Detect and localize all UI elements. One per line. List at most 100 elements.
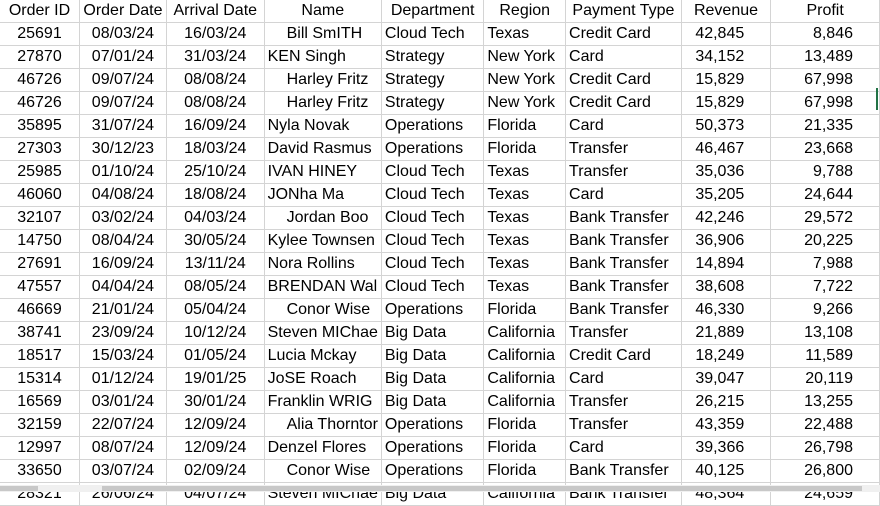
cell-region[interactable]: Texas bbox=[483, 275, 567, 299]
cell-payment-type[interactable]: Card bbox=[565, 45, 682, 69]
cell-arrival-date[interactable]: 10/12/24 bbox=[166, 321, 265, 345]
cell-order-date[interactable]: 30/12/23 bbox=[79, 137, 167, 161]
header-payment-type[interactable]: Payment Type bbox=[565, 0, 682, 23]
cell-profit[interactable]: 21,335 bbox=[770, 114, 880, 138]
cell-order-id[interactable]: 25691 bbox=[0, 22, 80, 46]
cell-arrival-date[interactable]: 08/08/24 bbox=[166, 68, 265, 92]
cell-name[interactable]: Conor Wise bbox=[264, 459, 382, 483]
cell-revenue[interactable]: 35,036 bbox=[681, 160, 772, 184]
cell-profit[interactable]: 13,489 bbox=[770, 45, 880, 69]
cell-payment-type[interactable]: Transfer bbox=[565, 137, 682, 161]
cell-region[interactable]: California bbox=[483, 367, 567, 391]
cell-name[interactable]: Alia Thorntor bbox=[264, 413, 382, 437]
cell-department[interactable]: Cloud Tech bbox=[381, 22, 485, 46]
cell-order-date[interactable]: 04/04/24 bbox=[79, 275, 167, 299]
cell-arrival-date[interactable]: 01/05/24 bbox=[166, 344, 265, 368]
header-department[interactable]: Department bbox=[381, 0, 485, 23]
cell-arrival-date[interactable]: 16/03/24 bbox=[166, 22, 265, 46]
cell-order-date[interactable]: 08/04/24 bbox=[79, 229, 167, 253]
cell-order-date[interactable]: 09/07/24 bbox=[79, 91, 167, 115]
cell-region[interactable]: Texas bbox=[483, 252, 567, 276]
cell-revenue[interactable]: 40,125 bbox=[681, 459, 772, 483]
cell-arrival-date[interactable]: 12/09/24 bbox=[166, 436, 265, 460]
cell-revenue[interactable]: 15,829 bbox=[681, 91, 772, 115]
cell-payment-type[interactable]: Card bbox=[565, 114, 682, 138]
cell-name[interactable]: Franklin WRIG bbox=[264, 390, 382, 414]
cell-revenue[interactable]: 42,246 bbox=[681, 206, 772, 230]
cell-order-id[interactable]: 16569 bbox=[0, 390, 80, 414]
cell-profit[interactable]: 23,668 bbox=[770, 137, 880, 161]
cell-profit[interactable]: 29,572 bbox=[770, 206, 880, 230]
cell-region[interactable]: Florida bbox=[483, 137, 567, 161]
cell-order-id[interactable]: 32107 bbox=[0, 206, 80, 230]
cell-name[interactable]: Lucia Mckay bbox=[264, 344, 382, 368]
cell-order-date[interactable]: 04/08/24 bbox=[79, 183, 167, 207]
cell-region[interactable]: New York bbox=[483, 68, 567, 92]
cell-order-id[interactable]: 47557 bbox=[0, 275, 80, 299]
cell-region[interactable]: Florida bbox=[483, 436, 567, 460]
cell-name[interactable]: Kylee Townsen bbox=[264, 229, 382, 253]
cell-name[interactable]: Harley Fritz bbox=[264, 91, 382, 115]
cell-arrival-date[interactable]: 02/09/24 bbox=[166, 459, 265, 483]
cell-name[interactable]: JoSE Roach bbox=[264, 367, 382, 391]
cell-revenue[interactable]: 35,205 bbox=[681, 183, 772, 207]
header-profit[interactable]: Profit bbox=[770, 0, 880, 23]
cell-profit[interactable]: 9,266 bbox=[770, 298, 880, 322]
cell-arrival-date[interactable]: 08/08/24 bbox=[166, 91, 265, 115]
cell-region[interactable]: Texas bbox=[483, 160, 567, 184]
cell-profit[interactable]: 9,788 bbox=[770, 160, 880, 184]
cell-department[interactable]: Strategy bbox=[381, 91, 485, 115]
cell-order-id[interactable]: 46726 bbox=[0, 91, 80, 115]
cell-order-date[interactable]: 08/07/24 bbox=[79, 436, 167, 460]
cell-department[interactable]: Strategy bbox=[381, 68, 485, 92]
cell-payment-type[interactable]: Bank Transfer bbox=[565, 275, 682, 299]
cell-arrival-date[interactable]: 05/04/24 bbox=[166, 298, 265, 322]
cell-profit[interactable]: 7,722 bbox=[770, 275, 880, 299]
cell-arrival-date[interactable]: 30/05/24 bbox=[166, 229, 265, 253]
cell-profit[interactable]: 20,119 bbox=[770, 367, 880, 391]
cell-order-id[interactable]: 38741 bbox=[0, 321, 80, 345]
cell-region[interactable]: California bbox=[483, 344, 567, 368]
cell-name[interactable]: KEN Singh bbox=[264, 45, 382, 69]
cell-arrival-date[interactable]: 18/03/24 bbox=[166, 137, 265, 161]
header-region[interactable]: Region bbox=[483, 0, 567, 23]
cell-department[interactable]: Strategy bbox=[381, 45, 485, 69]
cell-region[interactable]: Texas bbox=[483, 206, 567, 230]
cell-revenue[interactable]: 43,359 bbox=[681, 413, 772, 437]
cell-arrival-date[interactable]: 31/03/24 bbox=[166, 45, 265, 69]
cell-department[interactable]: Cloud Tech bbox=[381, 275, 485, 299]
cell-revenue[interactable]: 26,215 bbox=[681, 390, 772, 414]
cell-department[interactable]: Big Data bbox=[381, 321, 485, 345]
cell-department[interactable]: Cloud Tech bbox=[381, 160, 485, 184]
cell-department[interactable]: Cloud Tech bbox=[381, 206, 485, 230]
cell-payment-type[interactable]: Transfer bbox=[565, 321, 682, 345]
cell-order-id[interactable]: 27691 bbox=[0, 252, 80, 276]
cell-profit[interactable]: 67,998 bbox=[770, 68, 880, 92]
cell-payment-type[interactable]: Bank Transfer bbox=[565, 459, 682, 483]
cell-order-date[interactable]: 09/07/24 bbox=[79, 68, 167, 92]
scrollbar-thumb-left[interactable] bbox=[0, 486, 38, 491]
cell-profit[interactable]: 26,798 bbox=[770, 436, 880, 460]
cell-name[interactable]: Denzel Flores bbox=[264, 436, 382, 460]
cell-revenue[interactable]: 36,906 bbox=[681, 229, 772, 253]
cell-revenue[interactable]: 46,467 bbox=[681, 137, 772, 161]
cell-profit[interactable]: 7,988 bbox=[770, 252, 880, 276]
cell-order-id[interactable]: 25985 bbox=[0, 160, 80, 184]
cell-region[interactable]: California bbox=[483, 390, 567, 414]
cell-arrival-date[interactable]: 18/08/24 bbox=[166, 183, 265, 207]
cell-profit[interactable]: 22,488 bbox=[770, 413, 880, 437]
cell-revenue[interactable]: 46,330 bbox=[681, 298, 772, 322]
cell-department[interactable]: Cloud Tech bbox=[381, 183, 485, 207]
cell-payment-type[interactable]: Credit Card bbox=[565, 91, 682, 115]
cell-department[interactable]: Operations bbox=[381, 114, 485, 138]
cell-order-date[interactable]: 03/01/24 bbox=[79, 390, 167, 414]
header-order-id[interactable]: Order ID bbox=[0, 0, 80, 23]
cell-name[interactable]: Conor Wise bbox=[264, 298, 382, 322]
cell-name[interactable]: Nyla Novak bbox=[264, 114, 382, 138]
header-revenue[interactable]: Revenue bbox=[681, 0, 772, 23]
cell-department[interactable]: Operations bbox=[381, 413, 485, 437]
cell-order-date[interactable]: 21/01/24 bbox=[79, 298, 167, 322]
cell-revenue[interactable]: 14,894 bbox=[681, 252, 772, 276]
cell-region[interactable]: Texas bbox=[483, 22, 567, 46]
cell-revenue[interactable]: 15,829 bbox=[681, 68, 772, 92]
